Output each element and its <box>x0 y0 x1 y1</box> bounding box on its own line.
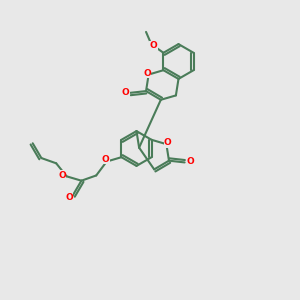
Text: O: O <box>143 68 151 77</box>
Text: O: O <box>186 157 194 166</box>
Text: O: O <box>122 88 130 97</box>
Text: O: O <box>58 171 66 180</box>
Text: O: O <box>102 155 110 164</box>
Text: O: O <box>65 194 73 202</box>
Text: O: O <box>164 138 172 147</box>
Text: O: O <box>150 41 158 50</box>
